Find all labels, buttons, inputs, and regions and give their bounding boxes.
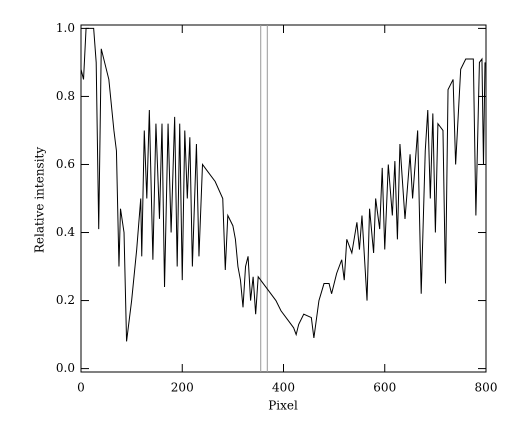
y-tick-label: 0.0 xyxy=(56,361,75,375)
y-tick-label: 0.2 xyxy=(56,293,75,307)
y-tick-label: 0.6 xyxy=(56,157,75,171)
plot-frame xyxy=(80,24,487,373)
x-tick-label: 600 xyxy=(373,381,396,395)
x-tick-label: 400 xyxy=(272,381,295,395)
x-tick-label: 800 xyxy=(475,381,498,395)
y-tick-label: 1.0 xyxy=(56,21,75,35)
x-axis-label: Pixel xyxy=(268,399,298,413)
spectrum-line xyxy=(80,27,486,342)
y-tick-label: 0.8 xyxy=(56,89,75,103)
y-tick-label: 0.4 xyxy=(56,225,75,239)
x-tick-label: 0 xyxy=(77,381,85,395)
x-tick-label: 200 xyxy=(171,381,194,395)
y-axis-label: Relative intensity xyxy=(33,147,47,254)
